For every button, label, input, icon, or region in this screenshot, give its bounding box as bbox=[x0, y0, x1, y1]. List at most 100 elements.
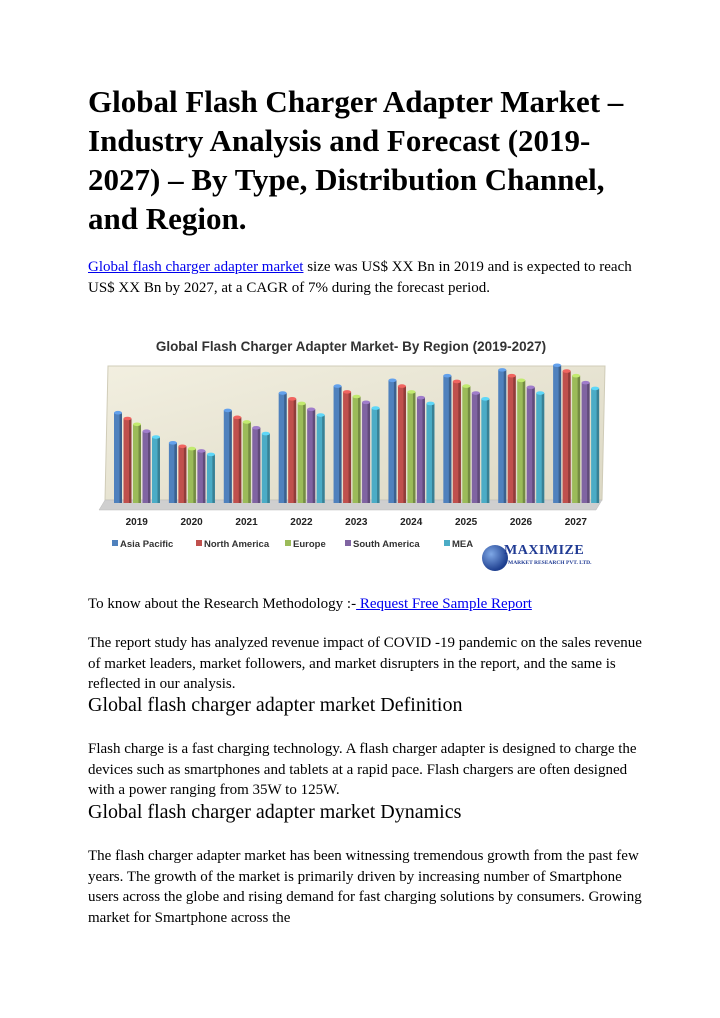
bar-europe-2027 bbox=[572, 375, 581, 503]
bar-cap bbox=[307, 407, 316, 412]
bar-europe-2019 bbox=[133, 424, 141, 503]
bar-shade bbox=[193, 448, 196, 503]
bar-shade bbox=[522, 380, 526, 503]
bar-cap bbox=[397, 384, 406, 388]
bars-group bbox=[114, 363, 600, 503]
bar-mea-2020 bbox=[206, 454, 215, 503]
bar-mea-2025 bbox=[481, 398, 490, 503]
legend-swatch bbox=[285, 540, 291, 546]
bar-shade bbox=[377, 408, 380, 503]
page-title: Global Flash Charger Adapter Market – In… bbox=[88, 84, 624, 236]
bar-asia-pacific-2025 bbox=[443, 375, 452, 503]
legend-swatch bbox=[444, 540, 450, 546]
methodology-prefix: To know about the Research Methodology :… bbox=[88, 596, 357, 612]
legend-swatch bbox=[196, 540, 202, 546]
bar-mea-2022 bbox=[316, 415, 325, 503]
bar-cap bbox=[581, 380, 590, 385]
bar-shade bbox=[339, 386, 342, 503]
bar-cap bbox=[536, 391, 545, 395]
legend-label: Europe bbox=[293, 539, 326, 550]
bar-europe-2023 bbox=[352, 396, 361, 503]
bar-shade bbox=[157, 437, 160, 503]
bar-cap bbox=[142, 429, 151, 434]
bar-shade bbox=[403, 386, 406, 503]
sample-report-link[interactable]: Request Free Sample Report bbox=[356, 596, 532, 612]
bar-shade bbox=[148, 431, 151, 503]
bar-shade bbox=[322, 415, 325, 503]
bar-cap bbox=[252, 425, 261, 430]
bar-south-america-2019 bbox=[142, 431, 151, 503]
bar-europe-2026 bbox=[517, 380, 526, 503]
bar-shade bbox=[293, 398, 297, 503]
x-tick-label: 2020 bbox=[181, 517, 204, 528]
x-tick-label: 2026 bbox=[510, 517, 533, 528]
bar-cap bbox=[507, 373, 516, 378]
bar-shade bbox=[284, 393, 287, 503]
bar-cap bbox=[288, 397, 297, 401]
legend-swatch bbox=[345, 540, 351, 546]
bar-north-america-2024 bbox=[397, 386, 406, 503]
bar-asia-pacific-2020 bbox=[168, 442, 177, 503]
bar-cap bbox=[297, 401, 306, 406]
bar-cap bbox=[443, 373, 452, 378]
bar-north-america-2023 bbox=[343, 391, 352, 503]
bar-mea-2021 bbox=[261, 433, 270, 503]
bar-cap bbox=[371, 406, 380, 410]
bar-shade bbox=[431, 403, 435, 503]
bar-cap bbox=[233, 415, 242, 420]
bar-shade bbox=[541, 393, 545, 503]
bar-shade bbox=[257, 427, 261, 503]
bar-shade bbox=[303, 403, 306, 503]
bar-north-america-2020 bbox=[178, 446, 187, 503]
bar-south-america-2023 bbox=[362, 402, 371, 503]
x-tick-label: 2019 bbox=[126, 517, 149, 528]
x-tick-label: 2027 bbox=[565, 517, 588, 528]
bar-south-america-2024 bbox=[416, 397, 425, 503]
bar-south-america-2022 bbox=[307, 409, 316, 503]
bar-cap bbox=[362, 400, 371, 405]
region-bar-chart: Global Flash Charger Adapter Market- By … bbox=[90, 330, 630, 580]
x-tick-label: 2021 bbox=[235, 517, 258, 528]
bar-asia-pacific-2022 bbox=[278, 393, 287, 503]
bar-cap bbox=[278, 391, 287, 395]
bar-shade bbox=[477, 393, 480, 503]
bar-cap bbox=[343, 390, 352, 394]
bar-asia-pacific-2019 bbox=[114, 412, 122, 503]
bar-shade bbox=[568, 371, 571, 503]
bar-shade bbox=[367, 402, 371, 503]
bar-cap bbox=[452, 379, 461, 384]
bar-cap bbox=[462, 384, 471, 388]
bar-shade bbox=[212, 454, 215, 503]
logo-brand: MAXIMIZE bbox=[504, 543, 585, 558]
bar-cap bbox=[261, 431, 270, 436]
methodology-line: To know about the Research Methodology :… bbox=[88, 594, 648, 615]
bar-north-america-2027 bbox=[562, 371, 571, 503]
bar-asia-pacific-2024 bbox=[388, 380, 397, 503]
intro-paragraph: Global flash charger adapter market size… bbox=[88, 257, 648, 298]
bar-shade bbox=[174, 442, 177, 503]
bar-shade bbox=[202, 450, 206, 503]
company-logo: MAXIMIZE MARKET RESEARCH PVT. LTD. bbox=[482, 543, 622, 577]
bar-cap bbox=[206, 452, 215, 457]
bar-north-america-2025 bbox=[452, 381, 461, 503]
definition-paragraph: Flash charge is a fast charging technolo… bbox=[88, 741, 637, 798]
bar-cap bbox=[471, 391, 480, 395]
globe-icon bbox=[482, 545, 508, 571]
bar-shade bbox=[448, 375, 452, 503]
bar-shade bbox=[119, 412, 122, 503]
market-link[interactable]: Global flash charger adapter market bbox=[88, 259, 304, 275]
bar-cap bbox=[178, 444, 187, 449]
bar-cap bbox=[352, 394, 361, 399]
bar-mea-2027 bbox=[591, 388, 600, 503]
bar-shade bbox=[577, 375, 581, 503]
x-tick-label: 2025 bbox=[455, 517, 478, 528]
bar-cap bbox=[517, 378, 526, 383]
bar-asia-pacific-2027 bbox=[553, 365, 562, 503]
bar-cap bbox=[187, 446, 196, 451]
bar-shade bbox=[229, 410, 232, 503]
bar-mea-2023 bbox=[371, 408, 380, 503]
bar-cap bbox=[526, 385, 535, 390]
bar-cap bbox=[407, 390, 416, 394]
bar-europe-2021 bbox=[242, 421, 251, 503]
bar-cap bbox=[591, 386, 600, 391]
